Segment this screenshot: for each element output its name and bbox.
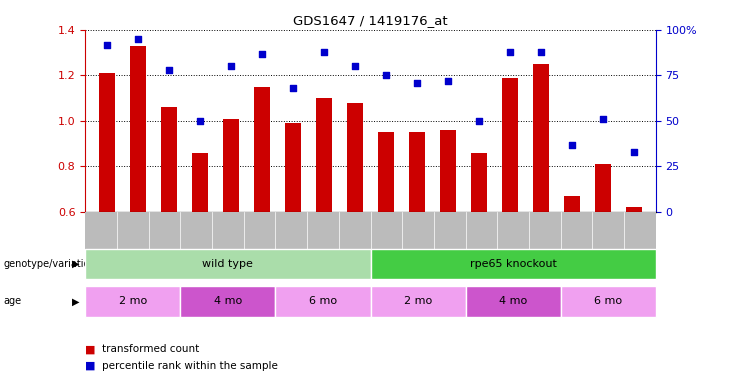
Bar	[223, 118, 239, 212]
Text: 2 mo: 2 mo	[119, 297, 147, 306]
Text: ▶: ▶	[72, 297, 79, 306]
Point	[225, 63, 237, 69]
Text: rpe65 knockout: rpe65 knockout	[470, 259, 556, 269]
Point	[566, 142, 578, 148]
Point	[349, 63, 361, 69]
Point	[597, 116, 609, 122]
Bar	[348, 103, 363, 212]
Text: wild type: wild type	[202, 259, 253, 269]
Text: transformed count: transformed count	[102, 345, 199, 354]
Bar	[162, 107, 176, 212]
Bar	[254, 87, 270, 212]
Bar	[192, 153, 207, 212]
Bar	[316, 98, 332, 212]
Text: ■: ■	[85, 361, 96, 370]
Bar	[534, 64, 549, 212]
Bar	[440, 130, 456, 212]
Bar	[626, 207, 642, 212]
Point	[535, 49, 547, 55]
Title: GDS1647 / 1419176_at: GDS1647 / 1419176_at	[293, 15, 448, 27]
Text: 4 mo: 4 mo	[213, 297, 242, 306]
Bar	[285, 123, 301, 212]
Point	[163, 67, 175, 73]
Text: 6 mo: 6 mo	[309, 297, 337, 306]
Bar	[130, 46, 146, 212]
Point	[194, 118, 206, 124]
Point	[318, 49, 330, 55]
Text: 6 mo: 6 mo	[594, 297, 622, 306]
Bar	[565, 196, 579, 212]
Point	[442, 78, 454, 84]
Point	[380, 72, 392, 78]
Point	[504, 49, 516, 55]
Text: 2 mo: 2 mo	[404, 297, 432, 306]
Bar	[409, 132, 425, 212]
Point	[256, 51, 268, 57]
Bar	[595, 164, 611, 212]
Point	[628, 149, 640, 155]
Bar	[378, 132, 393, 212]
Text: percentile rank within the sample: percentile rank within the sample	[102, 361, 277, 370]
Point	[411, 80, 423, 86]
Bar	[471, 153, 487, 212]
Text: ■: ■	[85, 345, 96, 354]
Text: 4 mo: 4 mo	[499, 297, 528, 306]
Bar	[502, 78, 518, 212]
Bar	[99, 73, 115, 212]
Point	[101, 42, 113, 48]
Point	[473, 118, 485, 124]
Point	[287, 85, 299, 91]
Text: genotype/variation: genotype/variation	[4, 259, 96, 269]
Text: age: age	[4, 297, 21, 306]
Text: ▶: ▶	[72, 259, 79, 269]
Point	[132, 36, 144, 42]
